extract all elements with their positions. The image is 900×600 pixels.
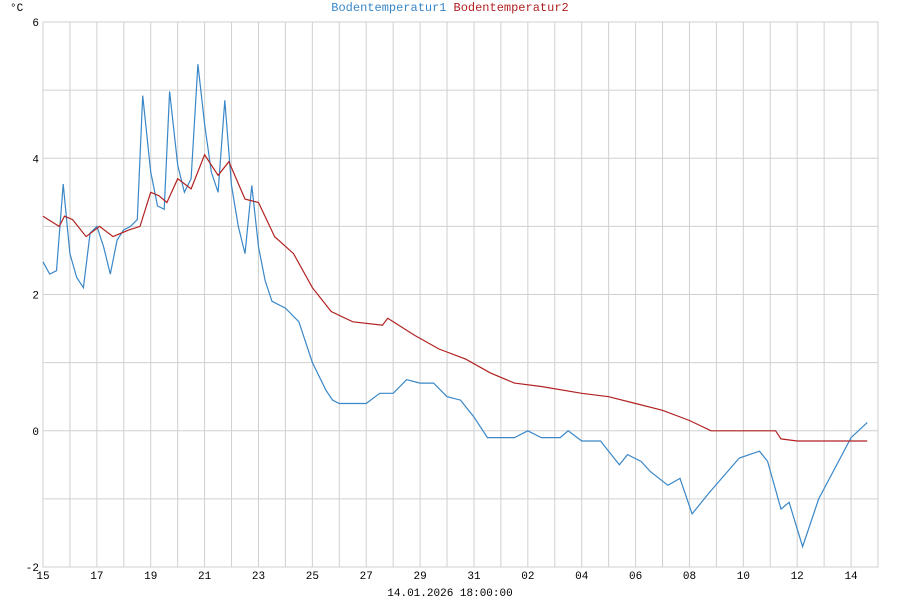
x-tick-label: 19 <box>144 571 157 583</box>
x-tick-label: 29 <box>413 571 426 583</box>
series-line <box>42 153 868 442</box>
footer-timestamp: 14.01.2026 18:00:00 <box>387 588 512 600</box>
x-tick-label: 04 <box>575 571 589 583</box>
x-tick-label: 31 <box>467 571 481 583</box>
x-tick-label: 23 <box>252 571 265 583</box>
legend-entry: Bodentemperatur2 <box>454 1 569 15</box>
x-tick-label: 27 <box>360 571 373 583</box>
x-tick-label: 12 <box>791 571 804 583</box>
y-tick-label: 4 <box>32 154 39 166</box>
y-tick-label: 0 <box>32 427 39 439</box>
y-tick-label: 2 <box>32 291 39 303</box>
y-tick-label: 6 <box>32 18 39 30</box>
x-tick-label: 06 <box>629 571 642 583</box>
x-tick-label: 08 <box>683 571 696 583</box>
x-tick-label: 15 <box>36 571 49 583</box>
x-tick-label: 14 <box>844 571 858 583</box>
x-tick-label: 17 <box>90 571 103 583</box>
series-line <box>42 64 868 549</box>
x-tick-label: 21 <box>198 571 212 583</box>
legend-entry: Bodentemperatur1 <box>331 1 446 15</box>
y-tick-label: -2 <box>26 563 39 575</box>
x-tick-label: 25 <box>306 571 319 583</box>
unit-label: °C <box>10 3 24 15</box>
x-tick-label: 02 <box>521 571 534 583</box>
x-tick-label: 10 <box>737 571 750 583</box>
